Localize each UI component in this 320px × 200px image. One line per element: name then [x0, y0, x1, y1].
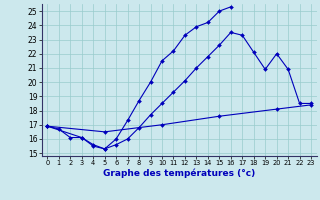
X-axis label: Graphe des températures (°c): Graphe des températures (°c) [103, 169, 255, 178]
